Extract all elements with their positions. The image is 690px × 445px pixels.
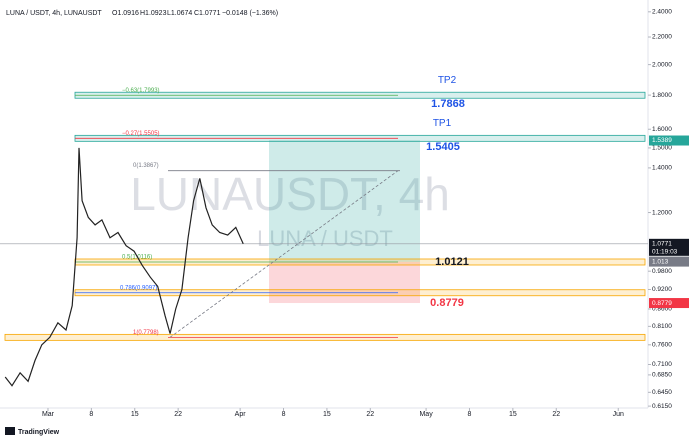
watermark-sub: LUNA / USDT: [257, 226, 393, 251]
x-tick-label: 8: [468, 411, 472, 418]
x-tick-label: May: [419, 411, 433, 418]
price-badge-label: 1.0771: [652, 241, 672, 248]
y-tick-label: 0.8100: [652, 323, 672, 330]
brand: TradingView: [18, 429, 60, 436]
price-badge: [649, 135, 689, 146]
target-name: TP2: [438, 75, 457, 86]
fib-trend: [169, 170, 399, 338]
loss-zone: [269, 261, 420, 304]
y-tick-label: 1.8000: [652, 92, 672, 99]
x-tick-label: 15: [131, 411, 139, 418]
x-tick-label: Apr: [235, 411, 247, 418]
y-tick-label: 1.5000: [652, 145, 672, 152]
entry-label: 1.0121: [435, 256, 469, 268]
stop-label: 0.8779: [430, 297, 464, 309]
target-value: 1.7868: [431, 98, 465, 110]
x-tick-label: Jun: [613, 411, 624, 418]
y-tick-label: 0.6150: [652, 403, 672, 410]
x-tick-label: 8: [282, 411, 286, 418]
y-tick-label: 0.6850: [652, 372, 672, 379]
x-tick-label: 22: [366, 411, 374, 418]
level-label: 0(1.3867): [133, 163, 159, 169]
change: −0.0148 (−1.36%): [222, 10, 278, 17]
y-tick-label: 0.7100: [652, 361, 672, 368]
y-tick-label: 1.4000: [652, 165, 672, 172]
level-label: −0.63(1.7993): [122, 88, 160, 94]
price-badge-label: 1.5389: [652, 137, 672, 144]
target-name: TP1: [433, 118, 452, 129]
price-line: [4, 147, 244, 387]
y-tick-label: 0.9200: [652, 286, 672, 293]
y-tick-label: 2.4000: [652, 9, 672, 16]
y-tick-label: 0.7600: [652, 342, 672, 349]
countdown: 01:19:03: [652, 249, 678, 256]
price-badge: [649, 298, 689, 309]
price-badge: [649, 256, 689, 267]
ohlc-low: L1.0674: [167, 10, 192, 17]
x-tick-label: 22: [552, 411, 560, 418]
watermark: LUNAUSDT, 4h: [130, 168, 450, 220]
brand-logo: [5, 427, 15, 435]
x-tick-label: 15: [509, 411, 517, 418]
target-value: 1.5405: [426, 141, 460, 153]
y-tick-label: 0.9800: [652, 268, 672, 275]
level-label: −0.27(1.5505): [122, 131, 160, 137]
level-label: 0.786(0.9097): [120, 285, 157, 291]
ohlc-high: H1.0923: [140, 10, 167, 17]
x-tick-label: 15: [323, 411, 331, 418]
y-tick-label: 0.6450: [652, 389, 672, 396]
y-tick-label: 1.6000: [652, 126, 672, 133]
price-badge-label: 0.8779: [652, 300, 672, 307]
y-tick-label: 1.2000: [652, 209, 672, 216]
y-tick-label: 2.0000: [652, 61, 672, 68]
x-tick-label: 22: [174, 411, 182, 418]
x-tick-label: 8: [89, 411, 93, 418]
level-label: 1(0.7798): [133, 330, 159, 336]
x-tick-label: Mar: [42, 411, 55, 418]
price-badge-label: 1.013: [652, 258, 669, 265]
symbol: LUNA / USDT, 4h, LUNAUSDT: [6, 10, 102, 17]
y-tick-label: 0.8600: [652, 306, 672, 313]
ohlc-close: C1.0771: [194, 10, 221, 17]
y-tick-label: 2.2000: [652, 34, 672, 41]
price-badge: [649, 238, 689, 256]
ohlc-open: O1.0916: [112, 10, 139, 17]
profit-zone: [269, 140, 420, 262]
